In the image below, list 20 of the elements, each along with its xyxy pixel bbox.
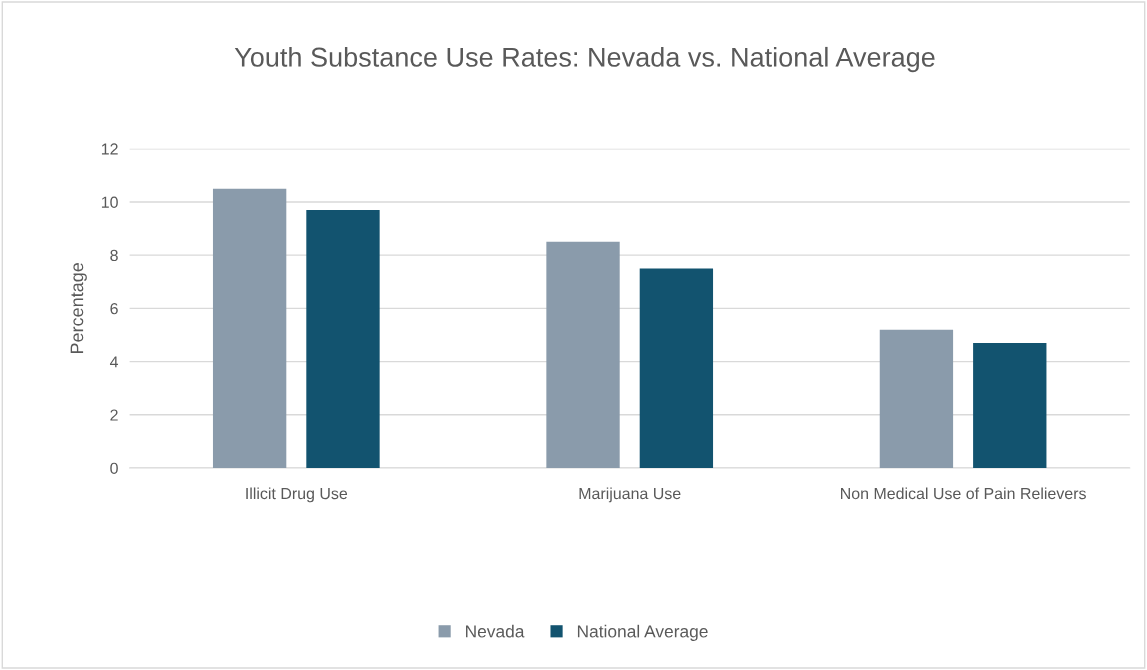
chart-title: Youth Substance Use Rates: Nevada vs. National Average: [234, 46, 935, 73]
legend-label: Nevada: [466, 624, 525, 638]
x-tick-label: Non Medical Use of Pain Relievers: [841, 487, 1086, 500]
bar: [639, 268, 714, 468]
legend-label: National Average: [577, 624, 708, 641]
y-tick-label: 8: [110, 249, 118, 262]
x-tick-label: Marijuana Use: [579, 487, 681, 503]
bar: [546, 241, 620, 468]
y-tick-label: 2: [110, 409, 118, 421]
y-tick-label: 0: [110, 462, 118, 474]
y-tick-label: 4: [109, 356, 119, 368]
x-tick-label: Illicit Drug Use: [246, 487, 348, 503]
bar: [306, 209, 380, 468]
y-tick-label: 6: [110, 303, 118, 315]
bar: [879, 329, 954, 468]
bar: [212, 188, 287, 468]
bar: [973, 342, 1047, 468]
y-axis-title: Percentage: [70, 262, 87, 354]
y-tick-label: 12: [101, 143, 118, 155]
y-tick-label: 10: [101, 196, 118, 208]
